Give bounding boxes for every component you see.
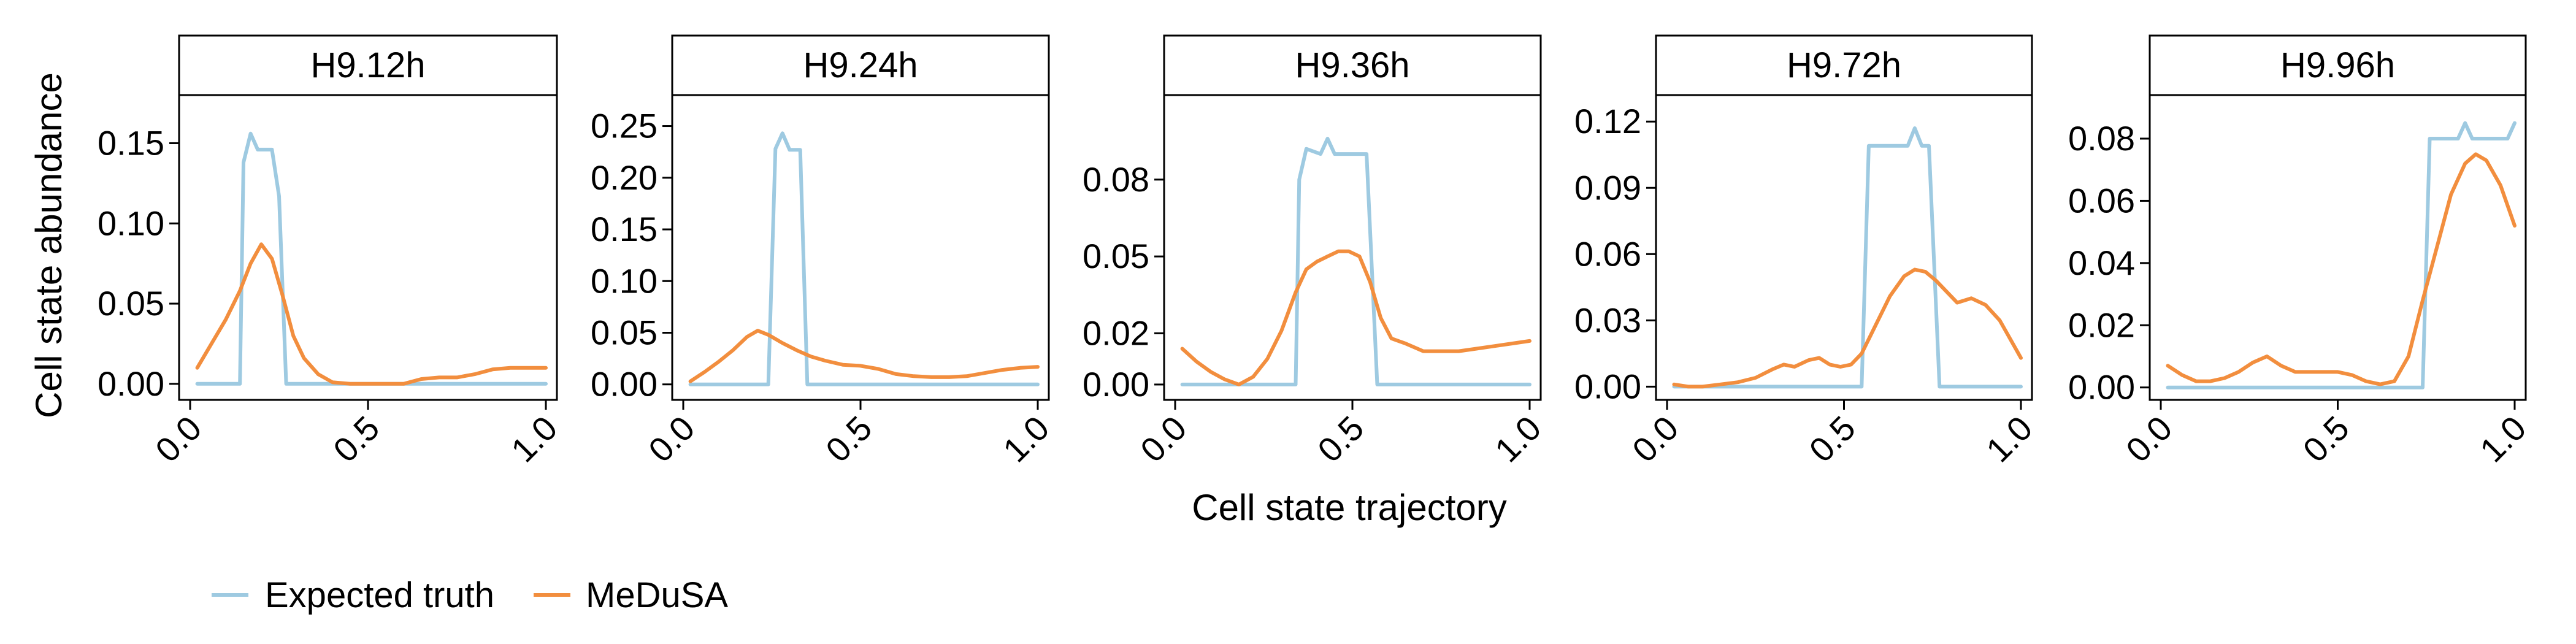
panel-h9-72h: H9.72h 0.00 0.03 0.06 0.09 0.12 0.0 0.5 1.0	[1574, 34, 2040, 470]
series-line-medusa	[1180, 249, 1531, 386]
series-line-medusa	[688, 329, 1040, 383]
y-tick-label: 0.04	[2068, 243, 2135, 282]
panel-h9-12h: H9.12h 0.00 0.05 0.10 0.15 0.0 0.5 1.0	[98, 34, 565, 470]
y-tick-label: 0.12	[1574, 102, 1641, 140]
panel-title: H9.72h	[1787, 45, 1901, 85]
y-tick-label: 0.06	[1574, 234, 1641, 273]
y-tick-label: 0.00	[591, 365, 657, 404]
panel-title: H9.24h	[803, 45, 918, 85]
x-tick-label: 0.0	[2118, 408, 2180, 470]
panel-title: H9.36h	[1295, 45, 1409, 85]
y-tick-label: 0.00	[98, 364, 164, 403]
series-line-medusa	[2166, 152, 2517, 386]
panel-h9-36h: H9.36h 0.00 0.02 0.05 0.08 0.0 0.5 1.0	[1083, 34, 1549, 470]
plot-frame	[178, 94, 558, 401]
legend-label-medusa: MeDuSA	[586, 575, 728, 615]
panel-strip	[1655, 34, 2033, 96]
series-line-expected-truth	[688, 131, 1040, 386]
x-tick-label: 0.5	[818, 408, 880, 470]
y-tick-label: 0.25	[591, 107, 657, 145]
x-tick-label: 1.0	[2472, 408, 2534, 470]
x-tick-label: 0.0	[148, 408, 209, 470]
x-tick-label: 1.0	[1979, 408, 2040, 470]
legend: Expected truth MeDuSA	[212, 575, 728, 615]
y-tick-label: 0.02	[2068, 305, 2135, 344]
panel-h9-96h: H9.96h 0.00 0.02 0.04 0.06 0.08 0.0 0.5 1.0	[2068, 34, 2534, 470]
x-tick-label: 0.5	[1310, 408, 1371, 470]
y-tick-label: 0.09	[1574, 168, 1641, 207]
panel-strip	[178, 34, 558, 96]
x-tick-label: 1.0	[995, 408, 1057, 470]
x-tick-label: 0.0	[1625, 408, 1686, 470]
y-tick-label: 0.08	[2068, 119, 2135, 158]
x-tick-label: 0.5	[1801, 408, 1863, 470]
y-tick-label: 0.10	[98, 204, 164, 242]
y-tick-label: 0.00	[1083, 365, 1149, 404]
y-tick-label: 0.02	[1083, 313, 1149, 352]
y-axis-title: Cell state abundance	[28, 72, 69, 418]
plot-frame	[2149, 94, 2527, 401]
x-axis-title: Cell state trajectory	[1192, 487, 1507, 528]
series-line-medusa	[1672, 267, 2023, 389]
y-tick-label: 0.15	[591, 210, 657, 248]
series-line-expected-truth	[2166, 121, 2517, 389]
y-tick-label: 0.00	[2068, 368, 2135, 407]
y-tick-label: 0.06	[2068, 181, 2135, 220]
series-line-expected-truth	[195, 131, 548, 386]
series-line-expected-truth	[1672, 126, 2023, 389]
panel-strip	[671, 34, 1050, 96]
y-tick-label: 0.05	[1083, 237, 1149, 275]
x-tick-label: 1.0	[1487, 408, 1549, 470]
series-line-medusa	[195, 242, 548, 386]
panel-title: H9.12h	[310, 45, 425, 85]
y-tick-label: 0.03	[1574, 301, 1641, 339]
y-tick-label: 0.05	[591, 313, 657, 351]
x-tick-label: 0.5	[2295, 408, 2356, 470]
y-tick-label: 0.15	[98, 123, 164, 162]
y-tick-label: 0.00	[1574, 367, 1641, 405]
series-line-expected-truth	[1180, 137, 1531, 386]
panel-strip	[2149, 34, 2527, 96]
panel-h9-24h: H9.24h 0.00 0.05 0.10 0.15 0.20 0.25 0.0 0.5 1.0	[591, 34, 1057, 470]
plot-frame	[1655, 94, 2033, 401]
x-tick-label: 0.0	[1133, 408, 1194, 470]
chart-panels: H9.12h 0.00 0.05 0.10 0.15 0.0 0.5 1.0 H9.24h 0.0…	[98, 34, 2534, 470]
y-tick-label: 0.08	[1083, 160, 1149, 199]
y-tick-label: 0.10	[591, 261, 657, 300]
plot-frame	[1163, 94, 1542, 401]
x-tick-label: 1.0	[504, 408, 565, 470]
y-tick-label: 0.05	[98, 284, 164, 323]
y-tick-label: 0.20	[591, 158, 657, 197]
x-tick-label: 0.0	[641, 408, 702, 470]
legend-label-expected-truth: Expected truth	[265, 575, 494, 615]
x-tick-label: 0.5	[326, 408, 387, 470]
panel-title: H9.96h	[2280, 45, 2395, 85]
